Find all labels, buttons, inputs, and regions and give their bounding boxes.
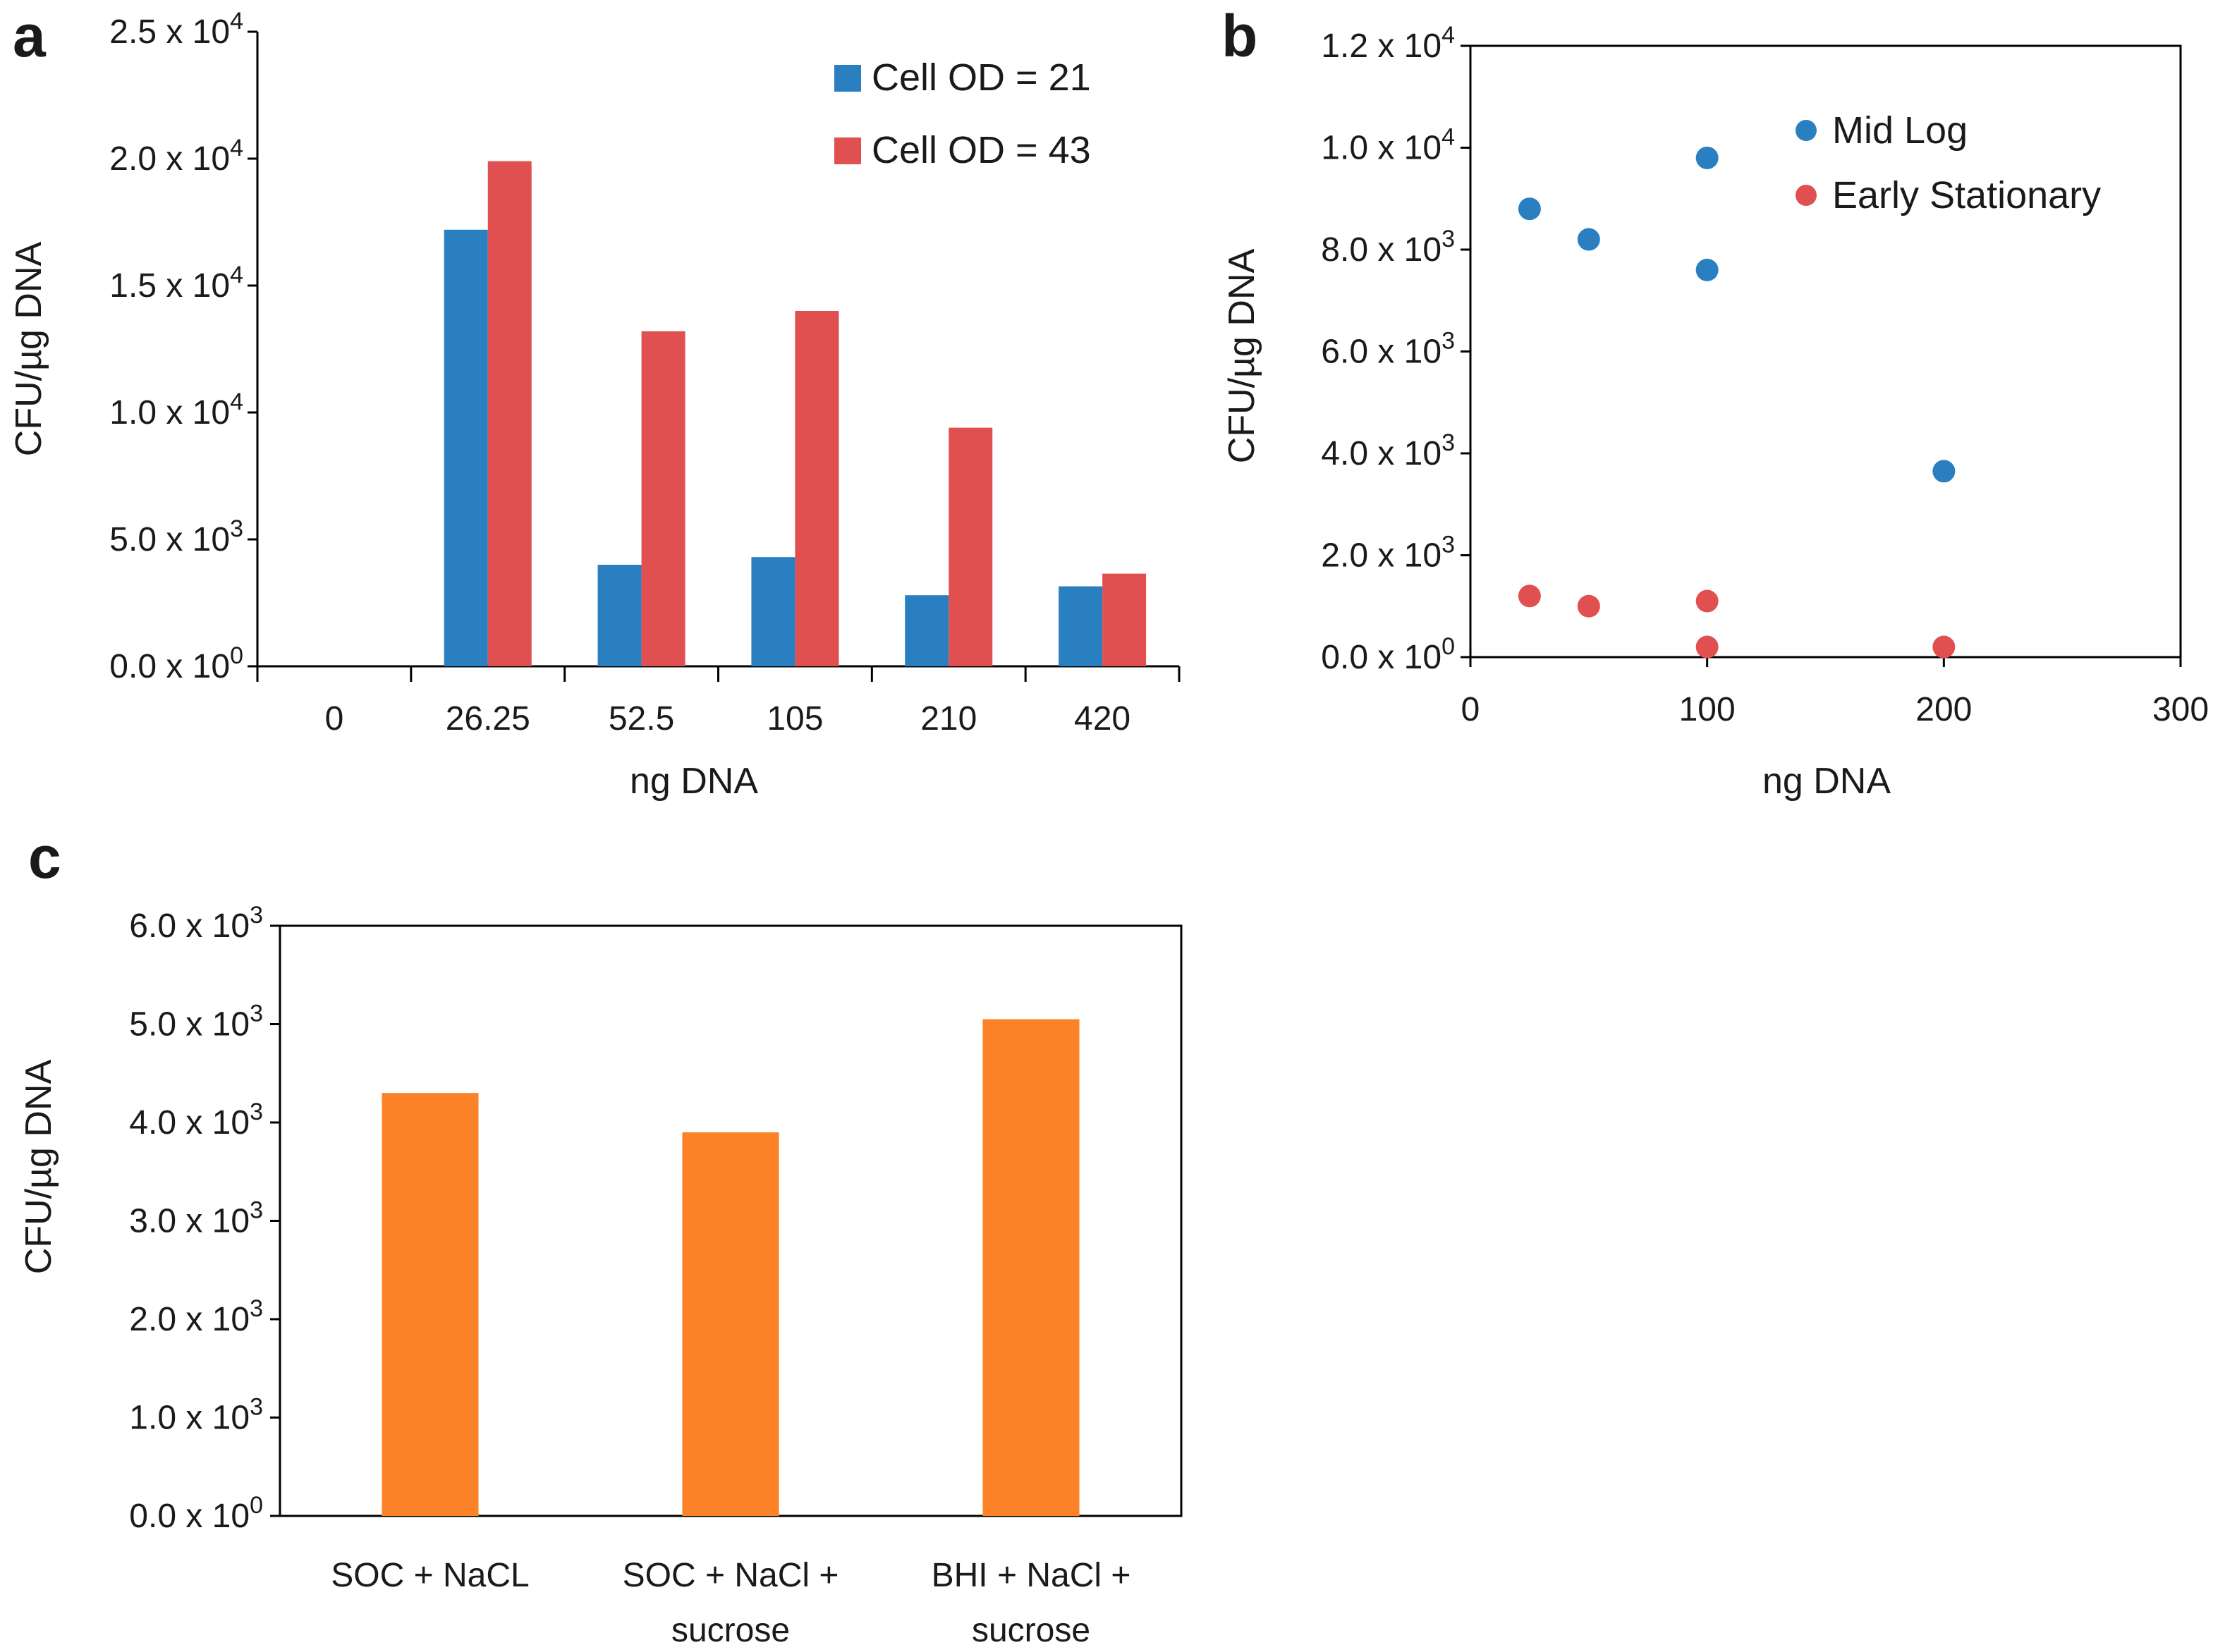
- panel-a-y-tick-label: 1.5 x 104: [109, 262, 243, 305]
- panel-c-y-tick-label: 2.0 x 103: [129, 1295, 263, 1338]
- panel-c-y-tick-label: 5.0 x 103: [129, 1001, 263, 1044]
- panel-a-y-axis-label: CFU/µg DNA: [8, 241, 49, 456]
- panel-a-bar: [795, 311, 839, 666]
- panel-c-bar-chart: c 0.0 x 100 1.0 x 103 2.0 x 103 3.0 x 103 4.…: [18, 824, 1183, 1649]
- panel-a-bar: [1059, 586, 1103, 666]
- panel-b-x-tick-label: 300: [2152, 691, 2209, 728]
- panel-c-y-axis-label: CFU/µg DNA: [18, 1059, 59, 1274]
- panel-c-x-tick-label: sucrose: [972, 1612, 1090, 1649]
- panel-a-legend-label: Cell OD = 21: [872, 56, 1091, 99]
- panel-a-y-tick-label: 0.0 x 100: [109, 642, 243, 685]
- panel-a-y-tick-label: 2.5 x 104: [109, 8, 243, 51]
- panel-a-bar: [444, 229, 488, 666]
- panel-b-y-tick-label: 2.0 x 103: [1321, 532, 1455, 575]
- panel-a-x-tick-label: 26.25: [446, 700, 530, 738]
- panel-a-legend-swatch: [834, 65, 861, 92]
- panel-a-x-tick-label: 52.5: [609, 700, 674, 738]
- panel-a-bar: [949, 427, 993, 666]
- panel-b-legend-label: Early Stationary: [1832, 174, 2101, 216]
- panel-c-x-tick-label: sucrose: [671, 1612, 790, 1649]
- panel-a-x-tick-label: 420: [1074, 700, 1130, 738]
- panel-a-bar: [641, 331, 685, 666]
- panel-a-bar: [1102, 573, 1147, 666]
- panel-a-y-tick-label: 1.0 x 104: [109, 388, 243, 432]
- panel-b-legend-marker: [1796, 185, 1817, 206]
- panel-c-label: c: [28, 824, 61, 891]
- panel-c-y-tick-label: 6.0 x 103: [129, 902, 263, 945]
- panel-b-point: [1695, 589, 1719, 613]
- panel-c-plot-area: 0.0 x 100 1.0 x 103 2.0 x 103 3.0 x 103 4.0 …: [129, 902, 1183, 1649]
- panel-c-bar: [382, 1093, 479, 1516]
- panel-b-point: [1577, 594, 1600, 618]
- panel-b-plot-area: 0.0 x 100 2.0 x 103 4.0 x 103 6.0 x 103 8.0 …: [1321, 22, 2209, 728]
- panel-b-point: [1695, 635, 1719, 659]
- panel-a-legend-swatch: [834, 137, 861, 164]
- panel-b-y-axis-label: CFU/µg DNA: [1221, 248, 1262, 463]
- panel-b-x-axis-label: ng DNA: [1762, 761, 1891, 802]
- panel-a-x-tick-label: 210: [920, 700, 977, 738]
- panel-b-point: [1932, 635, 1956, 659]
- panel-b-y-tick-label: 4.0 x 103: [1321, 429, 1455, 472]
- panel-a-y-tick-label: 2.0 x 104: [109, 135, 243, 178]
- panel-a-y-tick-label: 5.0 x 103: [109, 515, 243, 558]
- panel-b-scatter-chart: b 0.0 x 100 2.0 x 103 4.0 x 103 6.0 x 103 8.…: [1221, 3, 2209, 802]
- panel-b-label: b: [1221, 3, 1257, 69]
- panel-b-y-tick-label: 0.0 x 100: [1321, 633, 1455, 676]
- panel-c-y-tick-label: 3.0 x 103: [129, 1197, 263, 1240]
- panel-a-x-tick-label: 105: [767, 700, 823, 738]
- panel-b-legend-label: Mid Log: [1832, 109, 1968, 152]
- panel-a-bar: [487, 161, 532, 667]
- panel-b-x-tick-label: 200: [1915, 691, 1972, 728]
- panel-b-y-tick-label: 1.0 x 104: [1321, 124, 1455, 167]
- panel-b-legend-marker: [1796, 120, 1817, 141]
- panel-b-y-tick-label: 6.0 x 103: [1321, 328, 1455, 371]
- panel-a-plot-area: 0.0 x 100 5.0 x 103 1.0 x 104 1.5 x 104 2.0 …: [109, 8, 1181, 738]
- panel-c-x-tick-label: BHI + NaCl +: [932, 1557, 1131, 1594]
- panel-b-frame: [1469, 44, 2182, 659]
- panel-c-y-tick-label: 4.0 x 103: [129, 1099, 263, 1142]
- panel-b-point: [1577, 228, 1600, 251]
- panel-b-y-tick-label: 8.0 x 103: [1321, 226, 1455, 269]
- panel-a-bar: [905, 595, 949, 666]
- panel-a-legend-label: Cell OD = 43: [872, 129, 1091, 171]
- panel-a-x-axis-label: ng DNA: [630, 761, 758, 802]
- panel-a-x-tick-label: 0: [325, 700, 344, 738]
- panel-a-bar: [597, 565, 642, 666]
- panel-b-point: [1518, 585, 1541, 608]
- panel-c-y-tick-label: 0.0 x 100: [129, 1492, 263, 1535]
- panel-a-bar: [751, 557, 795, 666]
- panel-b-point: [1695, 146, 1719, 169]
- panel-c-bar: [982, 1019, 1080, 1516]
- panel-c-x-tick-label: SOC + NaCL: [331, 1557, 529, 1594]
- panel-b-x-tick-label: 0: [1461, 691, 1480, 728]
- panel-a-label: a: [13, 3, 47, 69]
- panel-c-bar: [682, 1132, 779, 1516]
- panel-b-y-tick-label: 1.2 x 104: [1321, 22, 1455, 65]
- panel-c-y-tick-label: 1.0 x 103: [129, 1394, 263, 1437]
- panel-b-point: [1518, 197, 1541, 221]
- panel-b-point: [1695, 258, 1719, 281]
- panel-a-bar-chart: a 0.0 x 100 5.0 x 103 1.0 x 104 1.5 x 104 2.…: [8, 3, 1181, 802]
- panel-b-point: [1932, 460, 1956, 483]
- panel-b-x-tick-label: 100: [1679, 691, 1736, 728]
- panel-c-x-tick-label: SOC + NaCl +: [623, 1557, 839, 1594]
